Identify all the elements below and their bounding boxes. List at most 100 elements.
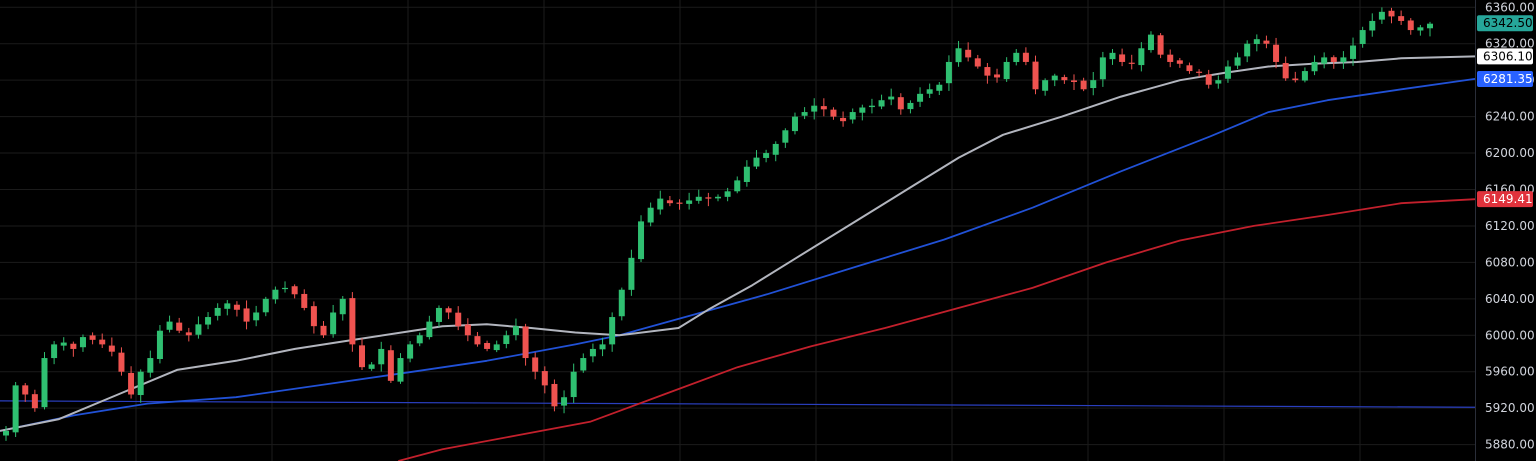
candle-down xyxy=(1167,54,1174,62)
candle-up xyxy=(1359,30,1366,44)
candle-up xyxy=(397,358,404,382)
candle-down xyxy=(532,357,539,372)
candle-down xyxy=(666,200,673,204)
ma-short-line xyxy=(0,55,1476,432)
candle-down xyxy=(830,109,837,117)
candle-down xyxy=(1205,74,1212,85)
y-tick-label: 6000.00 xyxy=(1485,328,1535,342)
price-badge: 6149.41 xyxy=(1477,191,1533,208)
candle-up xyxy=(41,358,48,408)
candle-up xyxy=(753,157,760,167)
candle-up xyxy=(282,287,289,290)
candle-up xyxy=(609,317,616,345)
candle-up xyxy=(1301,71,1308,81)
y-axis-labels: 6360.006320.006280.006240.006200.006160.… xyxy=(1485,0,1535,451)
candle-up xyxy=(195,324,202,335)
candle-up xyxy=(1311,61,1318,72)
candle-down xyxy=(70,343,77,349)
candle-up xyxy=(512,326,519,336)
candle-down xyxy=(349,298,356,345)
candle-down xyxy=(1157,35,1164,55)
candle-up xyxy=(570,371,577,398)
candle-up xyxy=(715,196,721,199)
candle-down xyxy=(445,308,452,313)
candle-up xyxy=(1253,39,1260,44)
y-tick-label: 6360.00 xyxy=(1485,0,1535,14)
candle-up xyxy=(493,344,500,351)
candle-up xyxy=(1244,43,1251,57)
candle-down xyxy=(984,67,991,76)
candle-up xyxy=(137,371,144,396)
candle-down xyxy=(1186,65,1193,72)
candle-down xyxy=(541,371,548,386)
candle-down xyxy=(965,49,972,58)
candle-up xyxy=(763,153,770,158)
candle-down xyxy=(310,306,317,327)
candle-down xyxy=(320,325,327,336)
candle-up xyxy=(1369,20,1376,31)
candle-up xyxy=(743,166,750,182)
candle-up xyxy=(878,100,885,107)
candle-up xyxy=(368,364,375,369)
candle-up xyxy=(1417,27,1424,31)
candle-down xyxy=(1398,16,1405,21)
candle-down xyxy=(464,324,471,336)
candle-up xyxy=(859,107,866,113)
candle-up xyxy=(1224,66,1231,79)
price-badge-label: 6306.10 xyxy=(1483,49,1533,63)
candle-up xyxy=(868,105,875,108)
price-badge-bg xyxy=(1477,70,1533,87)
candle-down xyxy=(897,97,904,110)
candle-up xyxy=(1147,34,1154,51)
candle-down xyxy=(1388,10,1395,17)
candle-down xyxy=(1032,61,1039,90)
candle-up xyxy=(3,430,9,436)
y-tick-label: 6120.00 xyxy=(1485,219,1535,233)
candle-down xyxy=(994,74,1001,78)
candle-down xyxy=(1176,60,1183,64)
candle-down xyxy=(1128,62,1135,64)
candle-up xyxy=(1013,52,1020,63)
candle-up xyxy=(1042,80,1049,91)
candle-up xyxy=(1051,75,1058,81)
candle-up xyxy=(791,116,798,132)
candle-up xyxy=(262,298,269,313)
candle-down xyxy=(1273,44,1280,62)
candle-up xyxy=(936,84,943,91)
candle-down xyxy=(820,106,827,110)
candle-down xyxy=(387,350,394,381)
y-tick-label: 5880.00 xyxy=(1485,438,1535,452)
y-tick-label: 6200.00 xyxy=(1485,146,1535,160)
ma-mid-line xyxy=(0,78,1476,432)
y-tick-label: 6320.00 xyxy=(1485,37,1535,51)
candle-up xyxy=(272,289,279,300)
candle-down xyxy=(1263,40,1270,44)
candle-up xyxy=(205,317,212,325)
candle-down xyxy=(1022,52,1029,62)
candle-up xyxy=(60,342,67,346)
candle-up xyxy=(628,257,635,290)
candle-up xyxy=(407,344,414,359)
price-badge-label: 6149.41 xyxy=(1483,192,1533,206)
candle-up xyxy=(647,207,654,223)
candle-down xyxy=(359,345,365,368)
candle-down xyxy=(1282,63,1289,79)
candle-down xyxy=(1196,71,1203,73)
candle-up xyxy=(945,61,952,84)
candle-up xyxy=(503,335,510,345)
candle-up xyxy=(51,344,58,359)
candle-up xyxy=(156,330,163,360)
candle-down xyxy=(474,336,481,345)
y-tick-label: 6040.00 xyxy=(1485,292,1535,306)
candle-up xyxy=(339,298,346,315)
y-tick-label: 5960.00 xyxy=(1485,365,1535,379)
candle-down xyxy=(840,117,847,122)
candle-up xyxy=(1109,52,1116,60)
candle-up xyxy=(1003,61,1010,80)
candle-up xyxy=(917,93,924,102)
candle-up xyxy=(657,198,664,210)
candle-down xyxy=(1071,80,1077,82)
candle-down xyxy=(1292,78,1299,81)
